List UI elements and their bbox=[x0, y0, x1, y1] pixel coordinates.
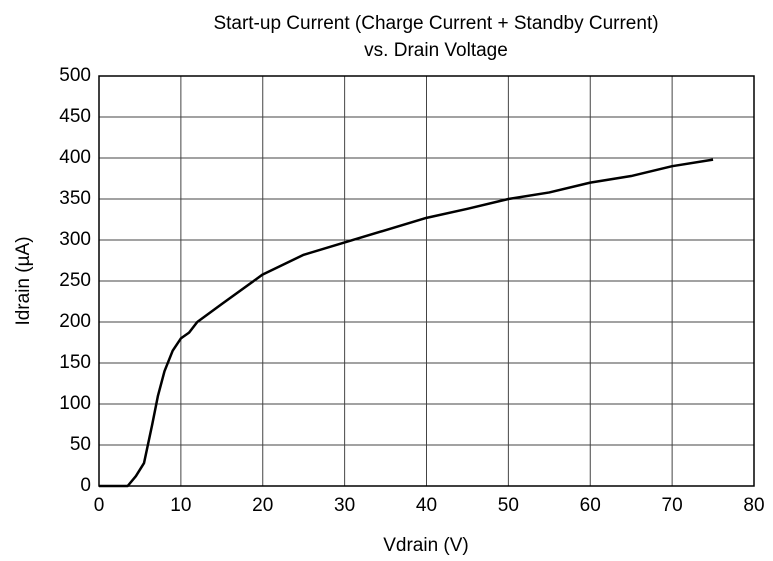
y-tick-label: 450 bbox=[59, 106, 91, 127]
x-tick-label: 0 bbox=[94, 495, 105, 516]
data-line bbox=[99, 158, 714, 488]
chart-title: Start-up Current (Charge Current + Stand… bbox=[213, 13, 658, 34]
chart-title: vs. Drain Voltage bbox=[364, 40, 508, 61]
y-tick-label: 0 bbox=[80, 475, 91, 496]
y-tick-label: 100 bbox=[59, 393, 91, 414]
x-tick-label: 80 bbox=[743, 495, 764, 516]
y-tick-label: 200 bbox=[59, 311, 91, 332]
x-tick-label: 20 bbox=[252, 495, 273, 516]
x-tick-label: 30 bbox=[334, 495, 355, 516]
y-tick-label: 300 bbox=[59, 229, 91, 250]
x-tick-label: 70 bbox=[662, 495, 683, 516]
x-tick-label: 60 bbox=[580, 495, 601, 516]
y-tick-label: 50 bbox=[70, 434, 91, 455]
x-tick-label: 10 bbox=[170, 495, 191, 516]
y-tick-label: 150 bbox=[59, 352, 91, 373]
y-tick-label: 500 bbox=[59, 65, 91, 86]
x-tick-label: 50 bbox=[498, 495, 519, 516]
y-axis-label: Idrain (µA) bbox=[13, 236, 34, 325]
plot-border bbox=[98, 75, 755, 487]
x-tick-label: 40 bbox=[416, 495, 437, 516]
x-axis-label: Vdrain (V) bbox=[383, 535, 469, 556]
y-tick-label: 400 bbox=[59, 147, 91, 168]
y-tick-label: 250 bbox=[59, 270, 91, 291]
y-tick-label: 350 bbox=[59, 188, 91, 209]
